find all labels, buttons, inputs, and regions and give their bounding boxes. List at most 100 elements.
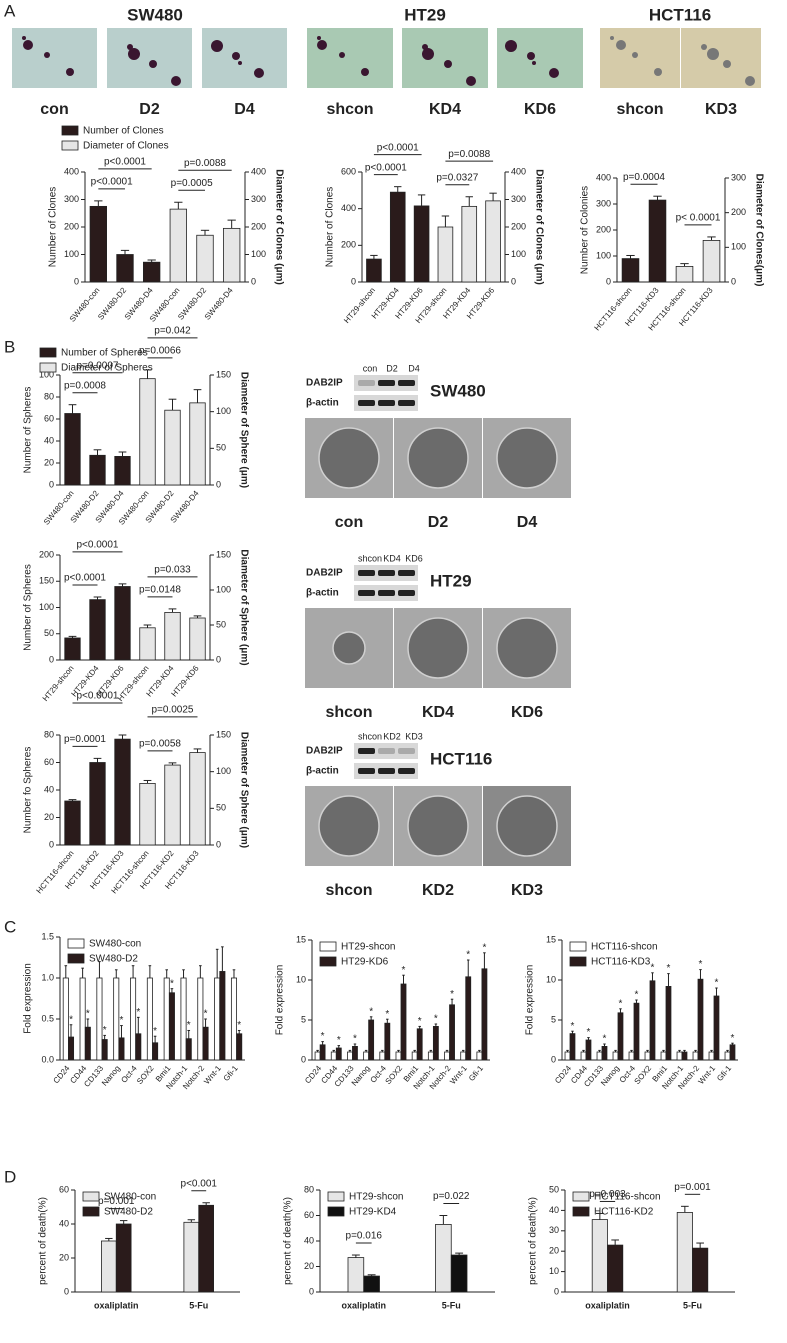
y-tick-label: 0 — [49, 479, 54, 489]
sphere — [318, 795, 380, 857]
y2-tick-label: 100 — [511, 249, 526, 259]
colony — [317, 36, 321, 40]
y-tick-label: 60 — [44, 413, 54, 423]
bar — [633, 1002, 640, 1061]
blot-band — [378, 570, 395, 576]
cell-line: HT29 — [430, 571, 472, 590]
colony — [171, 76, 181, 86]
y2-tick-label: 50 — [216, 803, 226, 813]
y-tick-label: 0.0 — [41, 1054, 54, 1064]
y-axis-title: percent of death(%) — [283, 1197, 294, 1285]
y-tick-label: 50 — [549, 1184, 559, 1194]
p-value: p<0.0001 — [377, 142, 419, 153]
bar — [118, 1037, 125, 1061]
bar — [476, 1051, 483, 1061]
significance: * — [187, 1020, 191, 1031]
lane-label: con — [363, 363, 378, 373]
x-tick-label: oxaliplatin — [94, 1300, 139, 1310]
significance: * — [204, 1009, 208, 1020]
significance: * — [603, 1034, 607, 1045]
significance: * — [103, 1025, 107, 1036]
group-title: HT29 — [404, 5, 446, 24]
image-label: shcon — [616, 101, 663, 118]
sphere — [407, 795, 469, 857]
bar — [89, 454, 106, 486]
bar — [461, 205, 478, 283]
y2-tick-label: 300 — [251, 194, 266, 204]
legend-swatch — [327, 1206, 345, 1217]
image-label: KD2 — [422, 882, 454, 899]
bar — [413, 205, 430, 283]
group-title: HCT116 — [649, 5, 711, 24]
bar — [114, 586, 131, 661]
bar — [68, 1036, 75, 1061]
significance: * — [369, 1006, 373, 1017]
colony — [745, 76, 755, 86]
bar — [411, 1051, 418, 1061]
blot-band — [358, 768, 375, 774]
bar — [130, 977, 137, 1061]
p-value: p=0.0088 — [448, 149, 490, 160]
y2-tick-label: 100 — [251, 249, 266, 259]
bar — [435, 1224, 452, 1293]
y-axis-title: Number fo Spheres — [23, 747, 34, 834]
significance: * — [482, 942, 486, 953]
bar — [481, 968, 488, 1061]
p-value: p=0.001 — [98, 1196, 135, 1207]
significance: * — [69, 1014, 73, 1025]
significance: * — [434, 1014, 438, 1025]
y2-tick-label: 150 — [216, 369, 231, 379]
y2-tick-label: 0 — [216, 654, 221, 664]
bar — [681, 1051, 688, 1061]
colony — [532, 61, 536, 65]
legend-label: HCT116-shcon — [591, 942, 658, 953]
y2-axis-title: Diameter of Clones(μm) — [753, 174, 764, 287]
y-axis-title: Fold expression — [525, 965, 536, 1036]
lane-label: shcon — [358, 731, 382, 741]
y-axis-title: Number of Spheres — [23, 387, 34, 474]
significance: * — [86, 1009, 90, 1020]
y2-tick-label: 0 — [511, 276, 516, 286]
blot-band — [398, 400, 415, 406]
bar — [612, 1051, 619, 1061]
y2-tick-label: 200 — [731, 207, 746, 217]
y-tick-label: 5 — [551, 1014, 556, 1024]
blot-band — [378, 748, 395, 754]
bar — [189, 752, 206, 846]
y2-tick-label: 300 — [511, 194, 526, 204]
significance: * — [136, 1007, 140, 1018]
image-label: D4 — [517, 514, 538, 531]
bar — [389, 191, 406, 283]
y2-axis-title: Diameter of Sphere (μm) — [238, 549, 249, 665]
image-label: KD6 — [511, 704, 543, 721]
bar — [222, 227, 241, 283]
bar — [427, 1051, 434, 1061]
blot-band — [398, 570, 415, 576]
bar — [180, 977, 187, 1061]
y-tick-label: 400 — [596, 172, 611, 182]
y-tick-label: 0 — [554, 1286, 559, 1296]
y2-tick-label: 100 — [216, 406, 231, 416]
bar — [644, 1051, 651, 1061]
bar — [569, 1033, 576, 1061]
colony-image — [202, 28, 287, 88]
image-label: shcon — [325, 882, 372, 899]
image-label: shcon — [325, 704, 372, 721]
colony-image — [307, 28, 393, 88]
y-tick-label: 80 — [44, 391, 54, 401]
significance: * — [120, 1015, 124, 1026]
bar — [676, 1051, 683, 1061]
y-tick-label: 60 — [59, 1184, 69, 1194]
bar — [64, 800, 81, 846]
colony — [632, 52, 638, 58]
bar — [621, 258, 640, 283]
bar — [437, 226, 454, 283]
bar — [164, 409, 181, 486]
significance: * — [635, 990, 639, 1001]
significance: * — [418, 1016, 422, 1027]
y2-tick-label: 400 — [251, 166, 266, 176]
legend-label: HT29-KD4 — [349, 1207, 397, 1218]
y-tick-label: 40 — [44, 784, 54, 794]
y2-tick-label: 150 — [216, 729, 231, 739]
bar — [450, 1254, 468, 1293]
